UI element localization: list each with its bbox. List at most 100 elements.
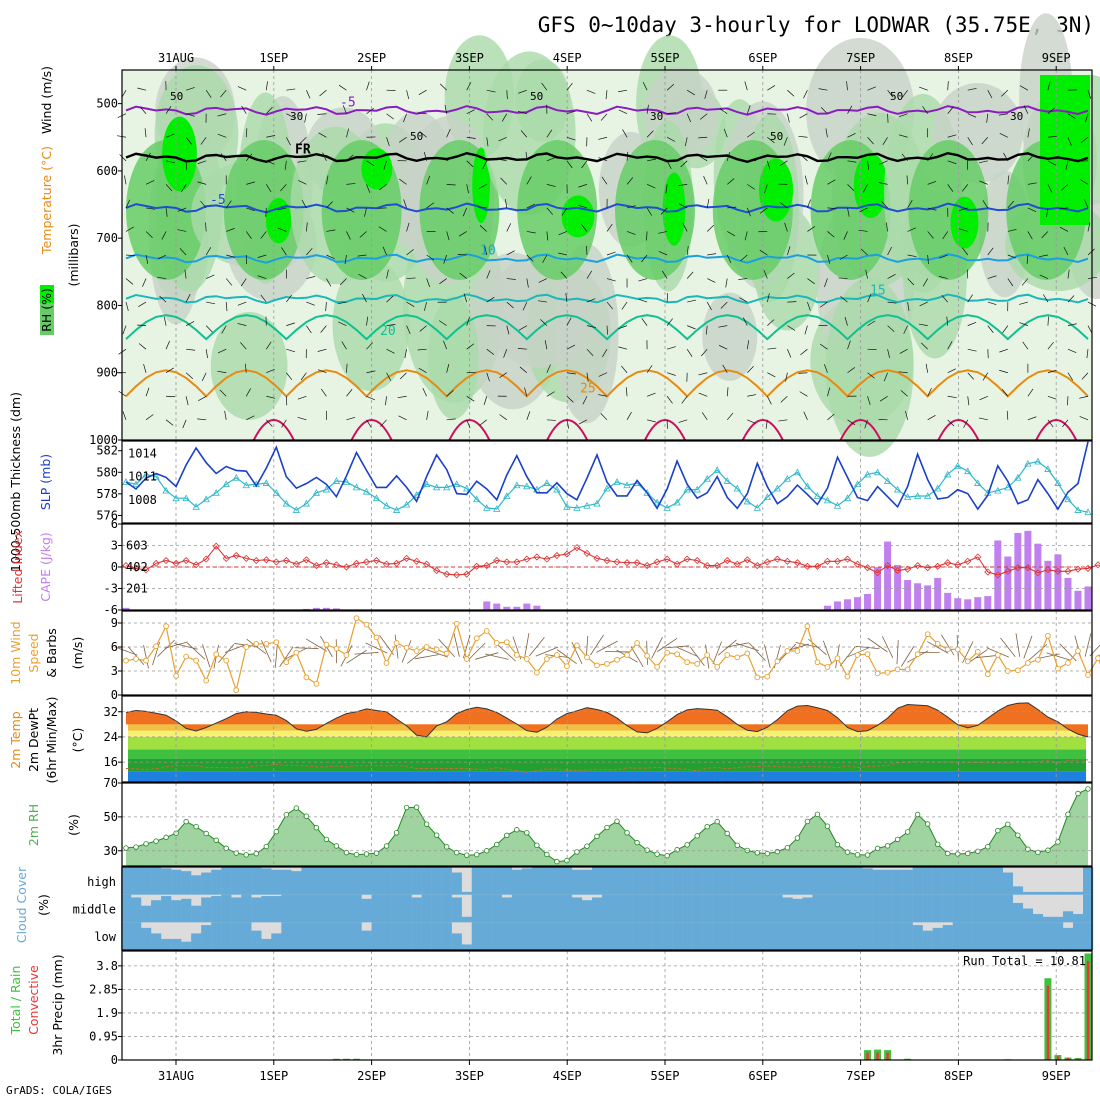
wind-barb: [1002, 325, 1009, 334]
rh-contour-label: 30: [1010, 110, 1023, 123]
wind-barb: [596, 640, 618, 653]
wind-barb: [506, 90, 508, 100]
wind-speed-point: [473, 635, 480, 642]
wind-barb: [1084, 199, 1089, 209]
rh2m-point: [654, 851, 660, 857]
cloud-cell-high: [1012, 886, 1024, 895]
temp-c-ylabel: (6hr Min/Max): [44, 697, 59, 784]
lifted-point: [733, 560, 741, 568]
wind-barb: [827, 413, 835, 421]
xsec-ytick-label: 800: [96, 298, 118, 312]
wind-barb: [967, 348, 977, 352]
wind-barb: [947, 368, 956, 374]
lifted-point: [413, 557, 421, 565]
lifted-point: [803, 562, 811, 570]
cloud-cell-high: [261, 868, 272, 895]
wind-barb: [1047, 135, 1057, 138]
thickness-point: [152, 472, 160, 480]
wind-speed-point: [333, 645, 340, 652]
precip-convective-bar: [1056, 1056, 1060, 1060]
cloud-cell-middle: [191, 905, 202, 923]
lifted-line: [125, 545, 1100, 576]
cape-bar: [312, 607, 320, 610]
cloud-cell-high: [952, 867, 963, 895]
lifted-point: [884, 562, 892, 570]
wind-barb: [419, 131, 427, 138]
temp-band: [128, 724, 1086, 731]
wind-speed-point: [383, 660, 390, 666]
wind-barb: [486, 296, 495, 303]
lifted-ytick-label: 3: [111, 539, 118, 553]
wind-b-ylabel-part: Speed: [26, 633, 41, 672]
wind-barb: [124, 175, 127, 185]
wind-barb: [443, 254, 447, 264]
thickness-point: [863, 470, 872, 478]
wind-barb: [556, 649, 577, 665]
wind-barb: [939, 254, 948, 259]
wind-speed-point: [764, 673, 771, 680]
wind-speed-point: [393, 640, 400, 646]
cloud-cell-high: [391, 867, 402, 895]
wind-barb: [198, 395, 207, 401]
wind-barb: [681, 396, 688, 404]
wind-barb: [748, 642, 766, 661]
wind-barb: [1022, 341, 1029, 350]
thickness-point: [813, 492, 822, 499]
cape-bar: [914, 583, 922, 610]
cloud-cell-low: [531, 922, 543, 950]
thickness-point: [1014, 473, 1022, 481]
cloud-cell-high: [942, 867, 953, 895]
lifted-point: [192, 561, 200, 569]
wind-barb: [378, 226, 387, 232]
wind-barb: [526, 203, 536, 209]
rh2m-ytick-label: 50: [104, 810, 118, 824]
li-frame: [121, 523, 1093, 611]
cloud-cell-high: [672, 867, 683, 895]
wind-barb: [1047, 395, 1057, 400]
wind-barb: [386, 269, 389, 279]
wind-barb: [366, 108, 374, 115]
thickness-point: [793, 468, 802, 476]
wind-barb: [542, 254, 548, 264]
cloud-cell-low: [952, 922, 963, 950]
wind-barb: [318, 132, 327, 138]
wind-barb: [500, 177, 508, 185]
wind-barb: [398, 136, 407, 143]
wind-barb: [725, 642, 750, 648]
cape-bar: [122, 607, 130, 610]
rh2m-point: [153, 838, 159, 844]
wind-barb: [1006, 410, 1009, 420]
wind-barb: [1067, 323, 1077, 326]
wind-barb: [1007, 228, 1017, 232]
wind-barb: [646, 207, 653, 216]
cloud-cell-low: [431, 922, 442, 950]
wind-barb: [747, 394, 757, 397]
cloud-cell-high: [1052, 891, 1064, 895]
cloud-cell-high: [652, 867, 663, 895]
cloud-cell-high: [1032, 891, 1044, 895]
lifted-point: [132, 564, 140, 572]
wind-barb: [787, 349, 792, 358]
wind-barb: [284, 160, 287, 170]
wind-barb: [338, 321, 347, 326]
wind-barb: [277, 207, 287, 211]
thickness-point: [743, 497, 751, 505]
xsec-frame: [121, 69, 1093, 441]
cape-bar: [533, 605, 541, 610]
wind-barb: [125, 278, 134, 285]
thickness-point: [773, 484, 782, 492]
wind-barb: [346, 231, 351, 240]
wind-barb: [299, 137, 307, 144]
wind-barb: [306, 247, 313, 256]
credit-text: GrADS: COLA/IGES: [6, 1084, 112, 1097]
wind-barb: [525, 151, 528, 161]
wind-barb: [206, 274, 215, 279]
wind-barb: [1085, 113, 1089, 123]
cloud-cell-high: [602, 867, 613, 895]
cloud-cell-low: [752, 922, 763, 950]
lifted-point: [964, 557, 972, 565]
cloud-cell-low: [732, 922, 743, 950]
wind-barb: [638, 298, 648, 303]
wind-barb: [667, 372, 676, 376]
